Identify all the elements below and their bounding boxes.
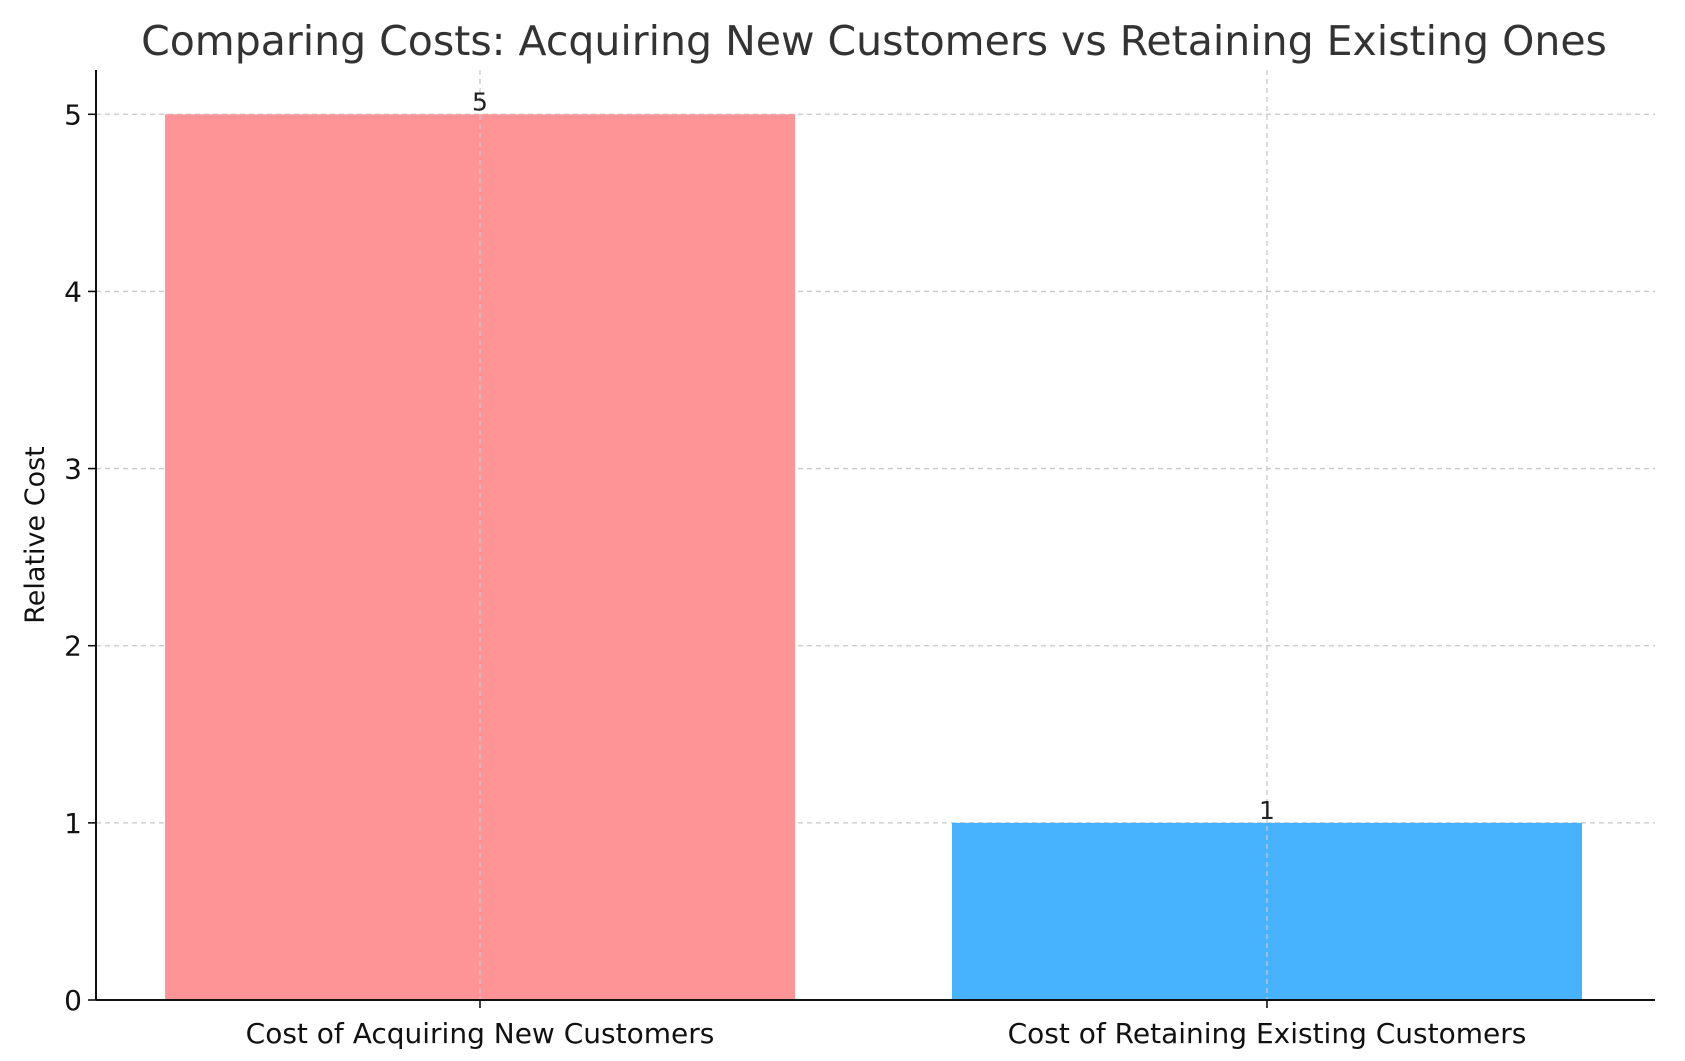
x-tick-label-1: Cost of Acquiring New Customers (246, 1017, 715, 1050)
x-axis-ticks: Cost of Acquiring New Customers Cost of R… (246, 1000, 1527, 1050)
y-tick-label-1: 1 (64, 807, 82, 840)
y-axis-ticks: 0 1 2 3 4 5 (64, 98, 96, 1017)
y-axis-label: Relative Cost (20, 446, 51, 624)
y-tick-label-2: 2 (64, 630, 82, 663)
x-tick-label-2: Cost of Retaining Existing Customers (1008, 1017, 1527, 1050)
y-tick-label-4: 4 (64, 275, 82, 308)
vertical-grid-lines (479, 70, 1268, 1000)
data-label-2: 1 (1259, 796, 1275, 825)
data-label-1: 5 (472, 87, 488, 116)
y-tick-label-0: 0 (64, 984, 82, 1017)
axes (95, 70, 1655, 1001)
data-labels: 51 (472, 87, 1275, 825)
bars (165, 114, 1582, 1001)
y-tick-label-5: 5 (64, 98, 82, 131)
chart-title: Comparing Costs: Acquiring New Customers… (141, 17, 1607, 65)
y-tick-label-3: 3 (64, 453, 82, 486)
